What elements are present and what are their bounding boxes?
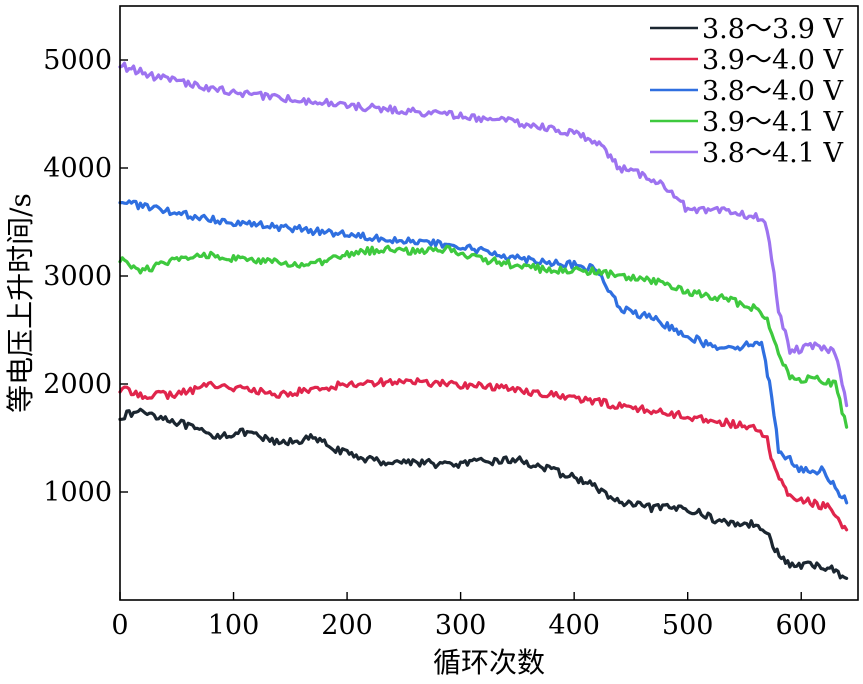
series-layer bbox=[118, 61, 849, 580]
y-tick-label-4: 5000 bbox=[43, 45, 112, 76]
legend-label-3: 3.9～4.1 V bbox=[702, 107, 843, 138]
x-axis-label: 循环次数 bbox=[433, 646, 545, 679]
plot-frame bbox=[119, 5, 859, 601]
y-tick-label-3: 4000 bbox=[43, 153, 112, 184]
x-tick-label-4: 400 bbox=[548, 610, 600, 641]
legend-label-4: 3.8～4.1 V bbox=[702, 138, 843, 169]
series-line-1 bbox=[118, 377, 849, 532]
series-line-2 bbox=[118, 199, 849, 505]
x-tick-label-0: 0 bbox=[111, 610, 128, 641]
legend-label-0: 3.8～3.9 V bbox=[702, 14, 843, 45]
y-tick-label-2: 3000 bbox=[43, 261, 112, 292]
x-tick-label-1: 100 bbox=[208, 610, 260, 641]
plot-area bbox=[120, 6, 858, 600]
y-tick-label-1: 2000 bbox=[43, 369, 112, 400]
series-line-0 bbox=[118, 407, 849, 580]
legend: 3.8～3.9 V3.9～4.0 V3.8～4.0 V3.9～4.1 V3.8～… bbox=[650, 14, 843, 169]
y-axis-label: 等电压上升时间/s bbox=[4, 193, 37, 413]
legend-label-2: 3.8～4.0 V bbox=[702, 76, 843, 107]
ticks-layer: 0 100 200 300 400 500 600 1000 2000 3000 4000 5000 bbox=[43, 45, 827, 641]
x-tick-label-2: 200 bbox=[321, 610, 373, 641]
x-tick-label-5: 500 bbox=[662, 610, 714, 641]
x-tick-label-6: 600 bbox=[775, 610, 827, 641]
legend-label-1: 3.9～4.0 V bbox=[702, 45, 843, 76]
series-line-4 bbox=[118, 61, 849, 408]
y-tick-label-0: 1000 bbox=[43, 477, 112, 508]
x-tick-label-3: 300 bbox=[435, 610, 487, 641]
series-line-3 bbox=[118, 244, 849, 429]
